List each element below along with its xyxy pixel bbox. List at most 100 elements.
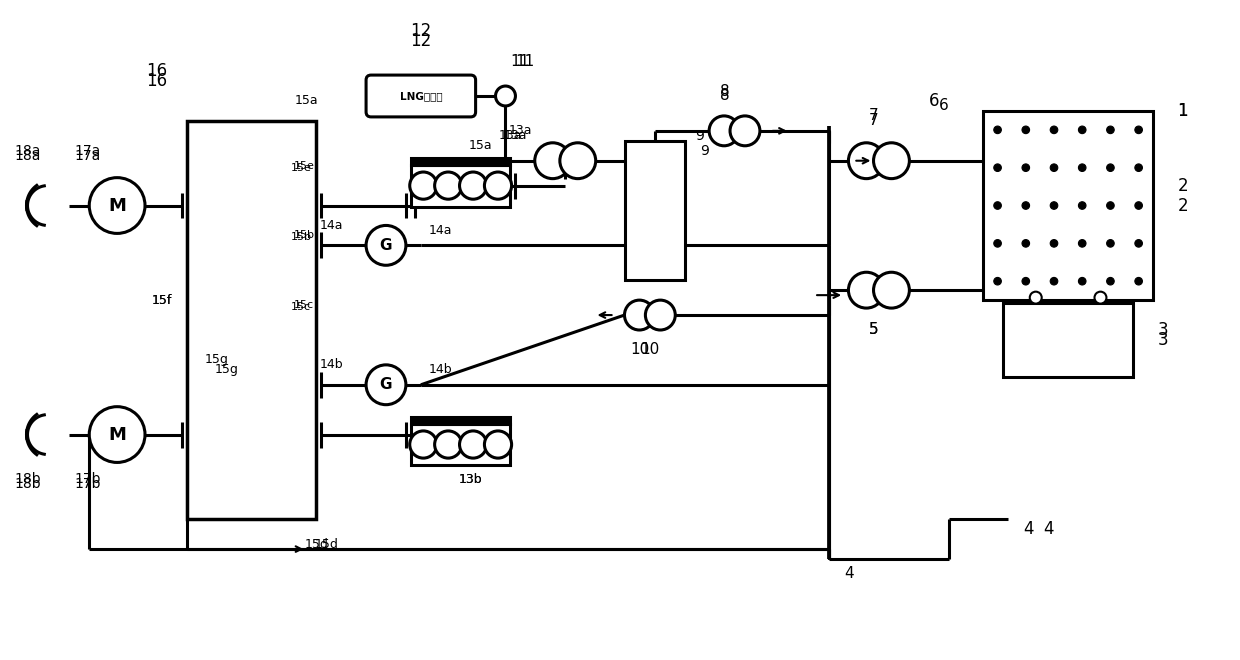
Text: 17a: 17a <box>74 148 100 163</box>
Circle shape <box>435 172 461 199</box>
Bar <box>1003 303 1133 378</box>
Circle shape <box>89 178 145 234</box>
Text: 16: 16 <box>146 72 167 90</box>
Text: 1: 1 <box>1177 102 1188 120</box>
Bar <box>625 141 684 280</box>
Text: 3: 3 <box>1157 321 1168 339</box>
Circle shape <box>625 300 655 330</box>
Text: 2: 2 <box>1177 197 1188 214</box>
Circle shape <box>993 202 1002 209</box>
Circle shape <box>1050 164 1058 172</box>
Text: 17b: 17b <box>74 477 100 491</box>
Text: 13b: 13b <box>459 473 482 486</box>
Text: 16: 16 <box>146 62 167 80</box>
Circle shape <box>409 172 436 199</box>
Bar <box>410 165 511 207</box>
Bar <box>410 424 511 465</box>
Circle shape <box>435 431 461 458</box>
Circle shape <box>1135 277 1142 285</box>
Text: 15g: 15g <box>215 364 238 376</box>
Bar <box>187 121 316 519</box>
Text: 18a: 18a <box>15 144 41 158</box>
Circle shape <box>993 164 1002 172</box>
Circle shape <box>460 172 487 199</box>
Circle shape <box>1106 126 1115 133</box>
Circle shape <box>1135 202 1142 209</box>
Text: 8: 8 <box>719 84 729 98</box>
Circle shape <box>1022 126 1029 133</box>
Circle shape <box>409 431 436 458</box>
Text: 17a: 17a <box>74 144 100 158</box>
Circle shape <box>1050 240 1058 247</box>
Circle shape <box>534 143 570 179</box>
Text: 15c: 15c <box>294 300 315 310</box>
Text: 9: 9 <box>701 144 709 158</box>
Circle shape <box>366 365 405 405</box>
Circle shape <box>709 116 739 146</box>
Circle shape <box>1135 126 1142 133</box>
Circle shape <box>1050 277 1058 285</box>
Circle shape <box>485 172 512 199</box>
Text: 7: 7 <box>869 114 879 129</box>
Text: 15f: 15f <box>151 294 172 307</box>
Circle shape <box>1022 277 1029 285</box>
Text: 15g: 15g <box>205 353 228 366</box>
Text: 15b: 15b <box>291 232 311 242</box>
Circle shape <box>1050 202 1058 209</box>
Text: 14a: 14a <box>320 219 343 232</box>
Circle shape <box>993 277 1002 285</box>
Text: 2: 2 <box>1177 177 1188 195</box>
Text: 15f: 15f <box>151 294 172 307</box>
Text: G: G <box>379 238 392 253</box>
Text: 8: 8 <box>719 88 729 104</box>
Text: 4: 4 <box>844 566 854 581</box>
Text: 15e: 15e <box>294 160 315 171</box>
Circle shape <box>1106 202 1115 209</box>
Text: M: M <box>108 197 126 214</box>
Circle shape <box>1135 240 1142 247</box>
Text: 15a: 15a <box>469 139 492 152</box>
Circle shape <box>993 126 1002 133</box>
Circle shape <box>1079 202 1086 209</box>
Circle shape <box>1079 126 1086 133</box>
Circle shape <box>848 272 884 308</box>
Text: 4: 4 <box>1023 520 1033 538</box>
Circle shape <box>645 300 676 330</box>
Circle shape <box>873 272 909 308</box>
Circle shape <box>993 240 1002 247</box>
Text: 5: 5 <box>869 323 879 337</box>
Text: 1: 1 <box>1177 102 1188 120</box>
Text: G: G <box>379 378 392 392</box>
Circle shape <box>1106 240 1115 247</box>
Bar <box>983 111 1153 300</box>
Text: 14b: 14b <box>429 364 453 376</box>
Text: 15d: 15d <box>314 538 339 550</box>
Circle shape <box>730 116 760 146</box>
FancyBboxPatch shape <box>366 75 476 117</box>
Circle shape <box>496 86 516 106</box>
Text: 7: 7 <box>869 108 879 123</box>
Circle shape <box>1095 292 1106 304</box>
Text: 15b: 15b <box>294 230 315 240</box>
Text: M: M <box>108 426 126 444</box>
Circle shape <box>89 407 145 463</box>
Text: 11: 11 <box>511 53 529 69</box>
Text: 6: 6 <box>929 92 939 110</box>
Text: 9: 9 <box>696 129 704 143</box>
Text: 13a: 13a <box>498 129 522 143</box>
Text: 15d: 15d <box>304 538 329 550</box>
Text: 3: 3 <box>1157 331 1168 349</box>
Circle shape <box>1106 277 1115 285</box>
Text: 13a: 13a <box>503 129 527 143</box>
Text: LNG储液罐: LNG储液罐 <box>399 91 443 101</box>
Circle shape <box>485 431 512 458</box>
Text: 18b: 18b <box>14 473 41 486</box>
Circle shape <box>1135 164 1142 172</box>
Circle shape <box>460 431 487 458</box>
Text: 14b: 14b <box>320 358 343 372</box>
Text: 17b: 17b <box>74 473 100 486</box>
Text: 4: 4 <box>1043 520 1054 538</box>
Circle shape <box>1079 164 1086 172</box>
Text: 15a: 15a <box>295 94 319 108</box>
Text: 12: 12 <box>410 22 432 40</box>
